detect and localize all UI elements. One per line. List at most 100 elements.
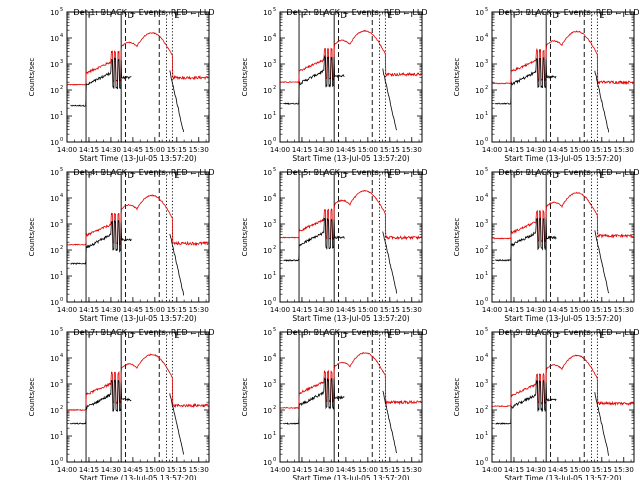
x-tick-label: 14:30	[526, 146, 546, 154]
x-tick-label: 14:45	[548, 466, 568, 474]
x-tick-label: 14:30	[101, 466, 121, 474]
x-tick-label: 14:00	[270, 466, 290, 474]
series-events	[70, 219, 184, 296]
x-tick-label: 14:45	[548, 146, 568, 154]
x-tick-label: 14:15	[504, 306, 524, 314]
y-tick-exponent: 5	[273, 327, 276, 333]
y-tick-label: 10	[50, 459, 59, 467]
y-tick-exponent: 2	[60, 245, 63, 251]
x-axis-label: Start Time (13-Jul-05 13:57:20)	[292, 314, 409, 323]
x-tick-label: 15:30	[402, 146, 422, 154]
x-tick-label: 14:15	[504, 146, 524, 154]
x-tick-label: 14:00	[482, 306, 502, 314]
y-tick-exponent: 0	[485, 457, 488, 463]
y-tick-label: 10	[50, 299, 59, 307]
series-events	[70, 57, 184, 133]
x-axis-label: Start Time (13-Jul-05 13:57:20)	[79, 474, 196, 480]
x-tick-label: 14:45	[336, 306, 356, 314]
x-axis-label: Start Time (13-Jul-05 13:57:20)	[292, 154, 409, 163]
y-tick-exponent: 5	[485, 167, 488, 173]
y-tick-exponent: 4	[273, 33, 276, 39]
x-axis-label: Start Time (13-Jul-05 13:57:20)	[504, 474, 621, 480]
marker-label: F	[513, 11, 518, 20]
plot-frame	[279, 11, 423, 143]
y-tick-label: 10	[263, 355, 272, 363]
marker-label: F	[301, 331, 306, 340]
x-tick-label: 14:00	[482, 146, 502, 154]
y-tick-exponent: 2	[273, 405, 276, 411]
y-tick-exponent: 1	[273, 111, 276, 117]
y-tick-label: 10	[475, 459, 484, 467]
x-axis-label: Start Time (13-Jul-05 13:57:20)	[292, 474, 409, 480]
y-tick-label: 10	[263, 113, 272, 121]
x-tick-label: 15:15	[167, 466, 187, 474]
x-tick-label: 14:15	[79, 146, 99, 154]
y-tick-exponent: 1	[485, 271, 488, 277]
x-tick-label: 14:45	[123, 466, 143, 474]
x-tick-label: 14:30	[314, 466, 334, 474]
x-tick-label: 15:15	[592, 466, 612, 474]
y-tick-label: 10	[50, 139, 59, 147]
y-tick-exponent: 1	[273, 431, 276, 437]
marker-label: E	[174, 331, 179, 340]
marker-label: D	[553, 171, 559, 180]
y-axis-label: Counts/sec	[241, 218, 249, 257]
series-lld	[280, 189, 422, 241]
y-axis-label: Counts/sec	[241, 378, 249, 417]
x-tick-label: 14:15	[504, 466, 524, 474]
y-tick-exponent: 3	[273, 219, 276, 225]
y-tick-label: 10	[263, 195, 272, 203]
y-axis-label: Counts/sec	[453, 378, 461, 417]
y-tick-exponent: 0	[273, 137, 276, 143]
x-axis-label: Start Time (13-Jul-05 13:57:20)	[79, 154, 196, 163]
x-axis-label: Start Time (13-Jul-05 13:57:20)	[504, 154, 621, 163]
y-tick-exponent: 1	[60, 271, 63, 277]
x-tick-label: 14:30	[101, 146, 121, 154]
series-events	[495, 217, 609, 294]
y-tick-exponent: 5	[485, 327, 488, 333]
marker-label: D	[128, 11, 134, 20]
x-tick-label: 14:45	[336, 466, 356, 474]
x-tick-label: 14:30	[101, 306, 121, 314]
marker-label: E	[599, 331, 604, 340]
y-tick-exponent: 1	[485, 111, 488, 117]
marker-label: D	[553, 11, 559, 20]
y-tick-label: 10	[263, 9, 272, 17]
marker-label: E	[174, 171, 179, 180]
y-tick-exponent: 1	[273, 271, 276, 277]
y-tick-exponent: 5	[273, 7, 276, 13]
y-tick-label: 10	[50, 195, 59, 203]
plot-frame	[66, 11, 210, 143]
marker-label: E	[387, 11, 392, 20]
y-tick-exponent: 5	[60, 7, 63, 13]
x-tick-label: 14:30	[314, 306, 334, 314]
y-tick-exponent: 2	[485, 85, 488, 91]
x-tick-label: 15:00	[358, 306, 378, 314]
y-tick-label: 10	[475, 139, 484, 147]
series-events	[495, 379, 609, 456]
marker-label: D	[128, 171, 134, 180]
x-tick-label: 15:00	[358, 466, 378, 474]
y-tick-label: 10	[475, 381, 484, 389]
y-tick-exponent: 0	[60, 457, 63, 463]
x-tick-label: 15:30	[189, 306, 209, 314]
x-tick-label: 15:15	[167, 146, 187, 154]
y-tick-label: 10	[50, 273, 59, 281]
x-tick-label: 15:30	[189, 146, 209, 154]
y-axis-label: Counts/sec	[28, 378, 36, 417]
y-tick-label: 10	[475, 113, 484, 121]
series-events	[283, 54, 397, 131]
y-tick-exponent: 5	[273, 167, 276, 173]
series-lld	[67, 32, 209, 86]
plot-frame	[491, 11, 635, 143]
y-tick-label: 10	[50, 35, 59, 43]
marker-label: E	[599, 11, 604, 20]
marker-label: F	[88, 11, 93, 20]
y-axis-label: Counts/sec	[453, 218, 461, 257]
x-tick-label: 15:00	[570, 466, 590, 474]
y-tick-exponent: 0	[60, 297, 63, 303]
y-tick-label: 10	[475, 355, 484, 363]
